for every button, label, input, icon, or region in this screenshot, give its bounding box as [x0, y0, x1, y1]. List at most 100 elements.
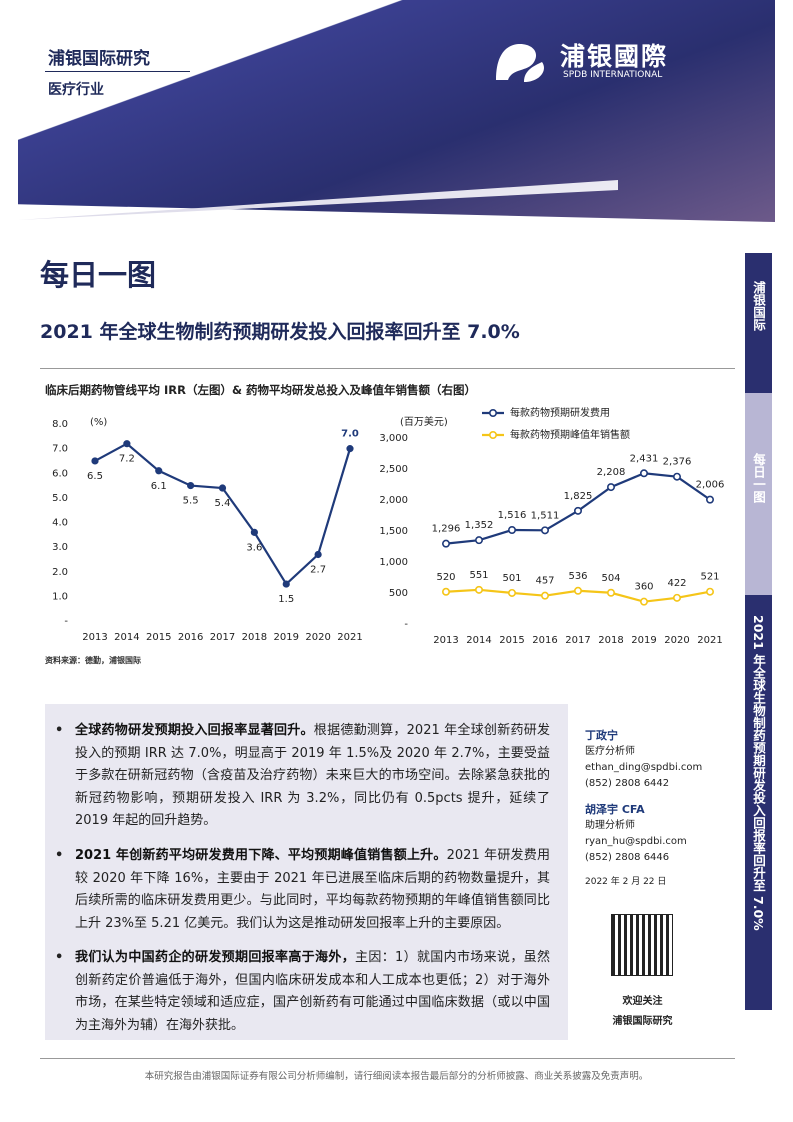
bullet: • 我们认为中国药企的研发预期回报率高于海外，主因：1）就国内市场来说，虽然创新药… — [55, 947, 550, 1037]
data-label: 2,431 — [630, 453, 659, 464]
bullet-text: 2021 年研发费用较 2020 年下降 16%，主要由于 2021 年已进展至… — [75, 848, 550, 931]
rule — [40, 1058, 735, 1059]
point — [155, 467, 163, 475]
data-label: 7.2 — [119, 454, 135, 465]
analyst-phone: (852) 2808 6442 — [585, 778, 670, 789]
x-tick-label: 2014 — [466, 635, 491, 646]
x-tick-label: 2018 — [242, 632, 267, 643]
analyst-name: 胡泽宇 CFA — [585, 803, 645, 816]
point — [282, 580, 290, 588]
y-tick-label: 2.0 — [52, 567, 68, 578]
source: 资料来源：德勤，浦银国际 — [45, 656, 141, 665]
analyst-name: 丁政宁 — [585, 729, 618, 742]
y-tick-label: 6.0 — [52, 468, 68, 479]
point — [218, 484, 227, 492]
data-label: 1,296 — [432, 524, 461, 535]
data-label: 1,516 — [498, 510, 527, 521]
legend-marker — [489, 409, 498, 418]
bullet-lead: 2021 年创新药平均研发费用下降、平均预期峰值销售额上升。 — [75, 848, 447, 863]
page-title: 每日一图 — [40, 258, 157, 292]
bullet-lead: 全球药物研发预期投入回报率显著回升。 — [75, 723, 314, 738]
point — [541, 526, 550, 535]
analyst-email: ethan_ding@spdbi.com — [585, 762, 703, 773]
y-unit: (百万美元) — [400, 415, 448, 428]
x-tick-label: 2013 — [82, 632, 107, 643]
y-tick-label: 7.0 — [52, 444, 68, 455]
data-label: 536 — [568, 571, 587, 582]
analyst: 丁政宁 医疗分析师 ethan_ding@spdbi.com (852) 2808 6… — [585, 728, 702, 792]
subtitle: 2021 年全球生物制药预期研发投入回报率回升至 7.0% — [40, 321, 520, 343]
data-label: 1,352 — [465, 520, 494, 531]
point — [574, 586, 583, 595]
point — [441, 539, 450, 548]
y-unit: (%) — [90, 417, 107, 428]
point — [314, 550, 322, 559]
data-label: 1,825 — [564, 491, 593, 502]
rule — [45, 71, 190, 72]
point — [607, 483, 616, 492]
data-label: 2,006 — [696, 480, 725, 491]
analyst-email: ryan_hu@spdbi.com — [585, 836, 687, 847]
x-tick-label: 2013 — [433, 635, 458, 646]
analyst-phone: (852) 2808 6446 — [585, 852, 670, 863]
point — [475, 536, 484, 545]
point — [705, 587, 714, 596]
data-label: 7.0 — [341, 429, 359, 440]
x-tick-label: 2016 — [178, 632, 203, 643]
banner — [18, 0, 775, 222]
bullet: • 全球药物研发预期投入回报率显著回升。根据德勤测算，2021 年全球创新药研发投… — [55, 720, 550, 833]
point — [672, 472, 681, 481]
bullet-text: 根据德勤测算，2021 年全球创新药研发投入的预期 IRR 达 7.0%，明显高… — [75, 723, 550, 828]
legend-marker — [489, 430, 498, 439]
x-tick-label: 2016 — [532, 635, 557, 646]
x-tick-label: 2014 — [114, 632, 139, 643]
x-tick-label: 2021 — [697, 635, 722, 646]
y-tick-label: 2,500 — [380, 464, 408, 475]
chart: (百万美元) - 500 1,000 1,500 2,000 2,500 3,000 2013 2… — [380, 406, 725, 646]
data-label: 2.7 — [310, 565, 326, 576]
bullet-lead: 我们认为中国药企的研发预期回报率高于海外， — [75, 950, 356, 965]
analyst: 胡泽宇 CFA 助理分析师 ryan_hu@spdbi.com (852) 2808 … — [585, 802, 687, 866]
x-tick-label: 2019 — [274, 632, 299, 643]
point — [346, 445, 354, 453]
data-label: 5.4 — [215, 498, 231, 509]
summary-box: • 全球药物研发预期投入回报率显著回升。根据德勤测算，2021 年全球创新药研发投… — [45, 704, 568, 1040]
sidebar-tab: 每日一图 — [745, 393, 772, 595]
chart: (%) - 1.0 2.0 3.0 4.0 5.0 6.0 7.0 8.0 2013 2014 2015… — [52, 417, 363, 643]
point — [91, 457, 99, 465]
data-label: 520 — [436, 572, 455, 583]
data-label: 422 — [667, 578, 686, 589]
sidebar-text: 每日一图 — [751, 453, 766, 503]
x-tick-label: 2017 — [565, 635, 590, 646]
y-tick-label: - — [404, 619, 408, 630]
point — [508, 588, 517, 597]
date: 2022 年 2 月 22 日 — [585, 877, 667, 887]
qr-caption: 浦银国际研究 — [612, 1016, 673, 1027]
y-tick-label: - — [64, 616, 68, 627]
point — [250, 528, 258, 536]
x-tick-label: 2015 — [146, 632, 171, 643]
legend-label: 每款药物预期峰值年销售额 — [510, 428, 630, 441]
data-label: 551 — [469, 570, 488, 581]
x-tick-label: 2020 — [305, 632, 330, 643]
point — [639, 469, 648, 478]
y-tick-label: 2,000 — [380, 495, 408, 506]
data-label: 521 — [700, 572, 719, 583]
data-label: 1.5 — [278, 594, 294, 605]
logo-mark — [496, 44, 544, 82]
x-tick-label: 2020 — [664, 635, 689, 646]
sidebar-tab: 浦银国际 — [745, 253, 772, 393]
qr-caption: 欢迎关注 — [622, 996, 663, 1007]
x-tick-label: 2015 — [499, 635, 524, 646]
point — [541, 591, 550, 600]
y-tick-label: 1,500 — [380, 526, 408, 537]
sidebar-text: 2021 年全球生物制药预期研发投入回报率回升至 7.0% — [751, 615, 766, 931]
data-label: 501 — [502, 573, 521, 584]
point — [574, 506, 583, 515]
bullet-dot: • — [55, 848, 64, 863]
x-tick-label: 2019 — [631, 635, 656, 646]
data-label: 360 — [634, 582, 653, 593]
y-tick-label: 1,000 — [380, 557, 408, 568]
logo: 浦银國際 — [560, 42, 669, 71]
